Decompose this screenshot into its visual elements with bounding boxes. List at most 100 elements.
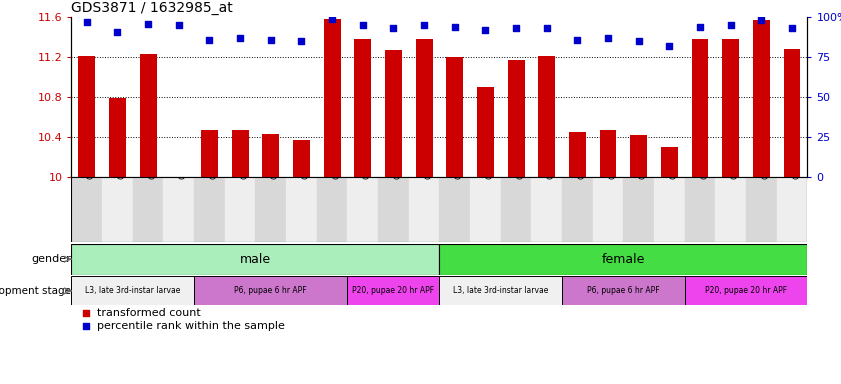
Bar	[508, 60, 525, 177]
Text: GSM572834: GSM572834	[731, 128, 740, 179]
Text: GSM572825: GSM572825	[578, 128, 586, 179]
Text: GSM572837: GSM572837	[332, 127, 341, 179]
Text: GSM572833: GSM572833	[700, 127, 709, 179]
Text: male: male	[240, 253, 271, 266]
Point	[111, 28, 124, 35]
Point	[510, 25, 523, 31]
Bar	[716, 177, 746, 242]
Bar	[685, 276, 807, 305]
Bar	[262, 134, 279, 177]
Bar	[385, 50, 402, 177]
Bar	[78, 56, 95, 177]
Bar	[194, 276, 347, 305]
Text: GSM572821: GSM572821	[87, 128, 96, 179]
Text: GSM572824: GSM572824	[179, 128, 188, 179]
Bar	[593, 177, 623, 242]
Text: P6, pupae 6 hr APF: P6, pupae 6 hr APF	[587, 286, 659, 295]
Text: GSM572822: GSM572822	[118, 128, 126, 179]
Text: P6, pupae 6 hr APF: P6, pupae 6 hr APF	[235, 286, 307, 295]
Text: P20, pupae 20 hr APF: P20, pupae 20 hr APF	[705, 286, 787, 295]
Point	[724, 22, 738, 28]
Point	[234, 35, 247, 41]
Bar	[347, 276, 439, 305]
Text: female: female	[601, 253, 645, 266]
Point	[448, 24, 462, 30]
Bar	[256, 177, 286, 242]
Point	[571, 36, 584, 43]
Text: GSM572839: GSM572839	[394, 128, 403, 179]
Bar	[133, 177, 163, 242]
Point	[601, 35, 615, 41]
Point	[141, 21, 155, 27]
Bar	[415, 39, 432, 177]
Text: GSM572835: GSM572835	[761, 128, 770, 179]
Text: GSM572820: GSM572820	[547, 128, 556, 179]
Text: GSM572827: GSM572827	[638, 128, 648, 179]
Bar	[753, 20, 770, 177]
Bar	[447, 57, 463, 177]
Text: GSM572828: GSM572828	[669, 128, 679, 179]
Text: GSM572829: GSM572829	[209, 128, 219, 179]
Point	[785, 25, 799, 31]
Bar	[317, 177, 347, 242]
Point	[567, 274, 580, 280]
Bar	[685, 177, 716, 242]
Bar	[569, 132, 586, 177]
Text: gender: gender	[31, 254, 71, 264]
Text: GSM572826: GSM572826	[608, 128, 617, 179]
Bar	[630, 135, 648, 177]
Bar	[201, 130, 218, 177]
Bar	[600, 130, 616, 177]
Bar	[623, 177, 654, 242]
Text: GSM572831: GSM572831	[271, 128, 280, 179]
Point	[294, 38, 308, 44]
Bar	[354, 39, 371, 177]
Bar	[231, 130, 249, 177]
Bar	[194, 177, 225, 242]
Bar	[538, 56, 555, 177]
Bar	[784, 49, 801, 177]
Text: GSM572819: GSM572819	[516, 128, 525, 179]
Bar	[71, 276, 194, 305]
Bar	[470, 177, 500, 242]
Point	[693, 24, 706, 30]
Point	[80, 19, 93, 25]
Point	[387, 25, 400, 31]
Bar	[140, 54, 156, 177]
Point	[479, 27, 492, 33]
Text: GSM572832: GSM572832	[301, 128, 310, 179]
Bar	[347, 177, 378, 242]
Bar	[500, 177, 532, 242]
Point	[172, 22, 186, 28]
Point	[417, 22, 431, 28]
Text: GSM572838: GSM572838	[362, 127, 372, 179]
Point	[203, 36, 216, 43]
Text: L3, late 3rd-instar larvae: L3, late 3rd-instar larvae	[453, 286, 548, 295]
Point	[264, 36, 278, 43]
Text: GDS3871 / 1632985_at: GDS3871 / 1632985_at	[71, 1, 233, 15]
Point	[663, 43, 676, 49]
Point	[632, 38, 645, 44]
Bar	[654, 177, 685, 242]
Bar	[691, 39, 708, 177]
Bar	[225, 177, 256, 242]
Point	[356, 22, 369, 28]
Bar	[409, 177, 439, 242]
Point	[540, 25, 553, 31]
Point	[567, 159, 580, 165]
Text: L3, late 3rd-instar larvae: L3, late 3rd-instar larvae	[85, 286, 181, 295]
Bar	[746, 177, 777, 242]
Text: GSM572836: GSM572836	[792, 127, 801, 179]
Text: GSM572830: GSM572830	[241, 128, 249, 179]
Text: P20, pupae 20 hr APF: P20, pupae 20 hr APF	[352, 286, 435, 295]
Bar	[109, 98, 126, 177]
Point	[325, 16, 339, 22]
Bar	[562, 276, 685, 305]
Text: GSM572818: GSM572818	[485, 128, 495, 179]
Text: GSM572840: GSM572840	[424, 128, 433, 179]
Bar	[562, 177, 593, 242]
Bar	[661, 147, 678, 177]
Bar	[71, 244, 439, 275]
Bar	[324, 19, 341, 177]
Bar	[477, 87, 494, 177]
